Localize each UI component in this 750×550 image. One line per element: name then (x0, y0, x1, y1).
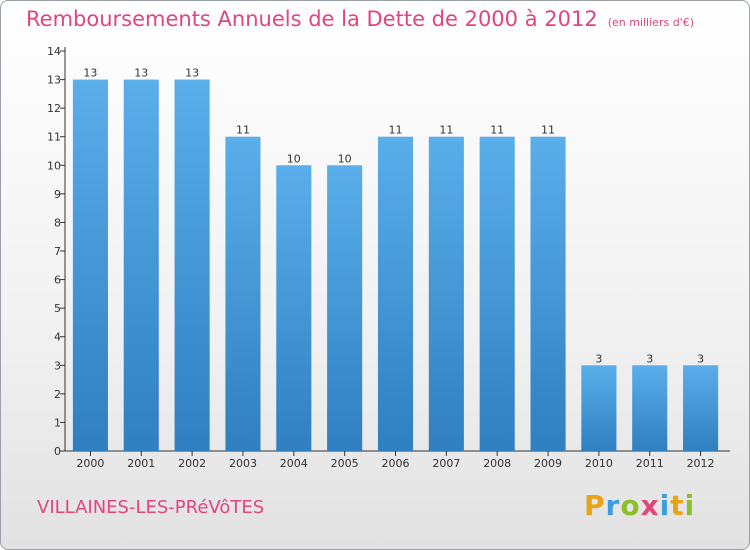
y-tick-label: 5 (54, 302, 61, 315)
x-tick-label: 2005 (331, 457, 359, 470)
logo-letter: i (684, 489, 696, 522)
y-tick-label: 9 (54, 188, 61, 201)
x-tick-label: 2006 (382, 457, 410, 470)
bar (377, 136, 414, 451)
bar-value-label: 3 (697, 352, 704, 365)
x-tick-label: 2008 (483, 457, 511, 470)
logo-letter: t (670, 489, 685, 522)
y-tick-label: 6 (54, 274, 61, 287)
y-tick-label: 7 (54, 245, 61, 258)
y-tick-label: 4 (54, 331, 61, 344)
commune-name: VILLAINES-LES-PRéVôTES (37, 497, 265, 518)
x-tick-label: 2011 (636, 457, 664, 470)
bar-value-label: 3 (646, 352, 653, 365)
chart-title: Remboursements Annuels de la Dette de 20… (26, 7, 694, 31)
bar (276, 165, 312, 452)
y-tick-label: 2 (54, 388, 61, 401)
x-tick-label: 2002 (178, 457, 206, 470)
bar (225, 136, 261, 451)
bar (72, 79, 108, 452)
bar-value-label: 13 (83, 67, 97, 80)
y-tick-label: 0 (54, 445, 61, 458)
y-tick-label: 12 (47, 102, 61, 115)
logo-letter: P (584, 489, 606, 522)
x-tick-label: 2001 (127, 457, 155, 470)
bar-value-label: 3 (595, 352, 602, 365)
bar-value-label: 11 (439, 124, 453, 137)
x-tick-label: 2003 (229, 457, 257, 470)
logo-letter: r (605, 489, 621, 522)
bar-value-label: 13 (185, 67, 199, 80)
y-tick-label: 8 (54, 216, 61, 229)
bar (632, 365, 668, 451)
bar (327, 165, 363, 452)
logo-letter: i (659, 489, 671, 522)
bar (683, 365, 719, 451)
logo-letter: x (640, 489, 660, 522)
y-tick-label: 14 (47, 45, 61, 58)
bar-value-label: 13 (134, 67, 148, 80)
bar-value-label: 10 (287, 152, 301, 165)
bar-value-label: 10 (338, 152, 352, 165)
x-tick-label: 2009 (534, 457, 562, 470)
bar (581, 365, 617, 451)
y-tick-label: 11 (47, 131, 61, 144)
bar-value-label: 11 (490, 124, 504, 137)
bar-value-label: 11 (236, 124, 250, 137)
bar (428, 136, 464, 451)
x-tick-label: 2010 (585, 457, 613, 470)
bar-value-label: 11 (389, 124, 403, 137)
y-tick-label: 10 (47, 159, 61, 172)
x-tick-label: 2000 (76, 457, 104, 470)
bar (174, 79, 210, 452)
bar (123, 79, 159, 452)
bar-labels: 13 2000 13 2001 13 2002 11 2003 10 2004 10 2005 11 20… (76, 67, 714, 470)
logo-letter: o (620, 489, 641, 522)
x-tick-label: 2007 (432, 457, 460, 470)
x-tick-label: 2012 (687, 457, 715, 470)
bar (479, 136, 515, 451)
y-tick-label: 13 (47, 74, 61, 87)
bars (72, 79, 719, 452)
chart-title-text: Remboursements Annuels de la Dette de 20… (26, 7, 598, 31)
chart-unit: (en milliers d'€) (607, 16, 694, 29)
x-tick-label: 2004 (280, 457, 308, 470)
proxiti-logo: Proxiti (584, 489, 695, 522)
bar (530, 136, 566, 451)
bar-value-label: 11 (541, 124, 555, 137)
y-tick-label: 3 (54, 359, 61, 372)
y-tick-label: 1 (54, 416, 61, 429)
